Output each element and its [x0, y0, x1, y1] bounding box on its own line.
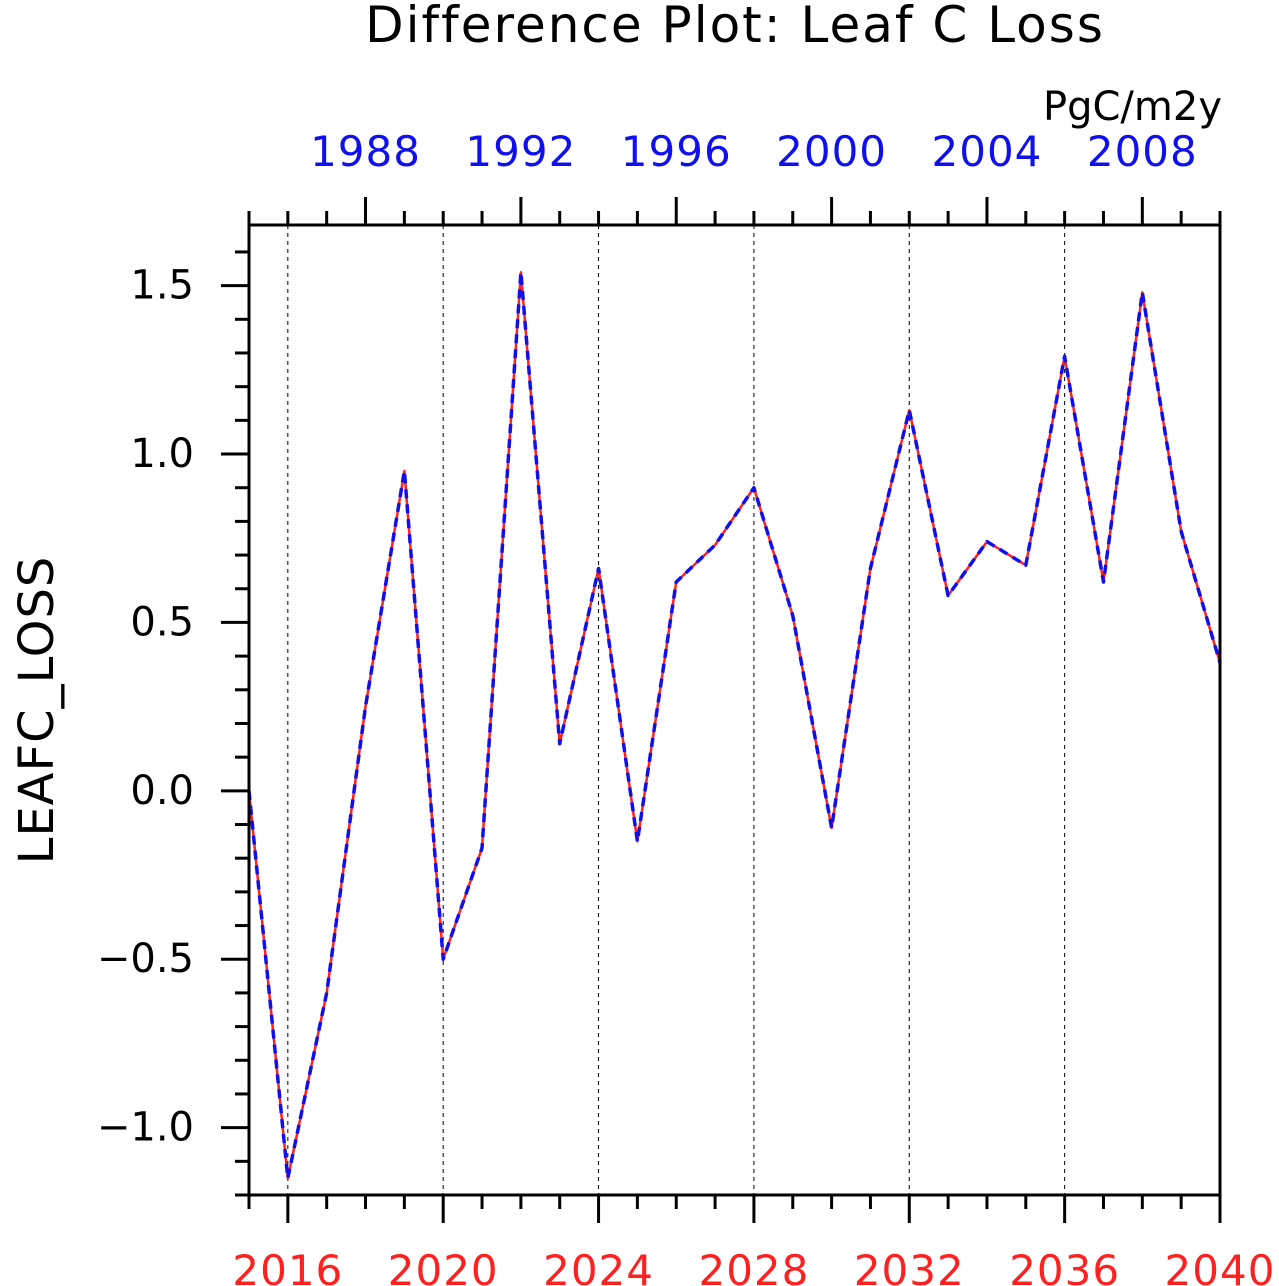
vertical-grid-lines — [287, 225, 1066, 1195]
y-tick-label: 0.0 — [130, 768, 194, 814]
axis-ticks — [221, 197, 1222, 1223]
series-line-red-solid — [247, 270, 1222, 1180]
x-tick-label-bottom: 2024 — [543, 1246, 654, 1286]
y-tick-label: −0.5 — [97, 936, 194, 982]
y-tick-label: 1.5 — [130, 263, 194, 309]
series-line-blue-dashed — [247, 270, 1222, 1180]
data-series-layer — [247, 270, 1222, 1180]
x-tick-label-top: 2004 — [932, 127, 1043, 176]
y-tick-label: −1.0 — [97, 1105, 194, 1151]
x-tick-label-bottom: 2020 — [388, 1246, 499, 1286]
y-axis-label: LEAFC_LOSS — [9, 556, 65, 865]
y-tick-label: 1.0 — [130, 431, 194, 477]
axis-tick-labels: 2016 2020 2024 2028 2032 2036 2040 1988 1992 1996… — [97, 127, 1276, 1286]
x-tick-label-top: 2008 — [1087, 127, 1198, 176]
x-tick-label-top: 2000 — [776, 127, 887, 176]
plot-frame — [247, 223, 1222, 1197]
x-tick-label-bottom: 2036 — [1009, 1246, 1120, 1286]
x-tick-label-bottom: 2016 — [232, 1246, 343, 1286]
x-tick-label-bottom: 2028 — [698, 1246, 809, 1286]
x-tick-label-top: 1988 — [310, 127, 421, 176]
units-label: PgC/m2y — [1043, 84, 1222, 130]
x-tick-label-top: 1996 — [621, 127, 732, 176]
chart-title: Difference Plot: Leaf C Loss — [365, 0, 1105, 54]
x-tick-label-bottom: 2040 — [1165, 1246, 1276, 1286]
x-tick-label-top: 1992 — [465, 127, 576, 176]
y-tick-label: 0.5 — [130, 599, 194, 645]
x-tick-label-bottom: 2032 — [854, 1246, 965, 1286]
